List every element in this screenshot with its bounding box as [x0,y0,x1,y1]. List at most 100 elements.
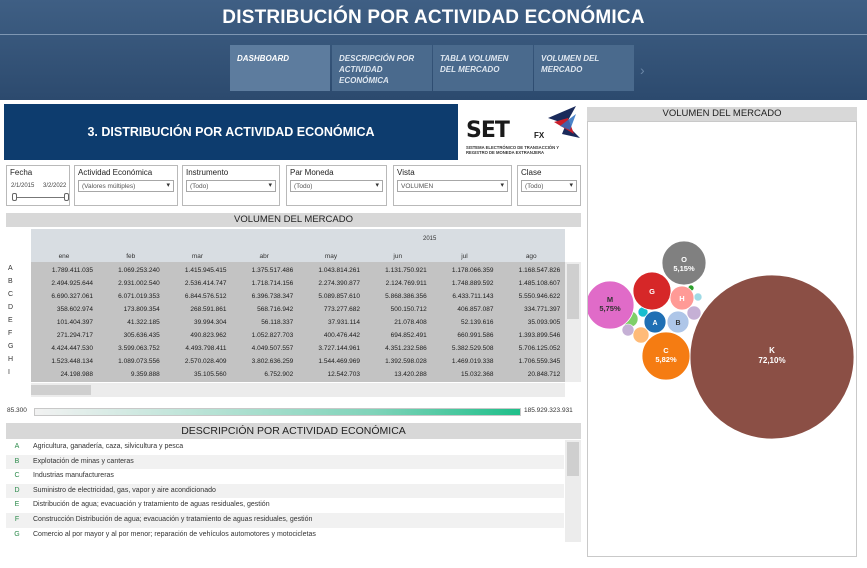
table-cell[interactable]: 2.536.414.747 [184,280,227,287]
table-cell[interactable]: 2.931.002.540 [118,280,160,287]
table-cell[interactable]: 5.089.857.610 [318,293,360,300]
table-cell[interactable]: 35.105.560 [193,371,227,378]
bubble-small[interactable] [632,326,650,344]
table-cell[interactable]: 12.542.703 [327,371,360,378]
table-cell[interactable]: 2.274.390.877 [318,280,360,287]
table-cell[interactable]: 24.198.988 [60,371,93,378]
bubble-h[interactable] [669,285,695,311]
clase-select[interactable]: (Todo) [521,180,577,192]
actividad-select[interactable]: (Valores múltiples) [78,180,174,192]
table-cell[interactable]: 1.131.750.921 [385,267,427,274]
table-cell[interactable]: 37.931.114 [327,319,360,326]
table-cell[interactable]: 21.078.408 [394,319,427,326]
table-cell[interactable]: 173.809.354 [123,306,160,313]
description-row[interactable]: F Construcción Distribución de agua; evac… [6,513,564,528]
tab-tabla-volumen[interactable]: TABLA VOLUMEN DEL MERCADO [433,45,533,91]
table-cell[interactable]: 5.382.529.508 [451,345,494,352]
bubble-a[interactable] [643,310,667,334]
moneda-select[interactable]: (Todo) [290,180,383,192]
bubble-b[interactable] [666,310,690,334]
table-cell[interactable]: 271.294.717 [56,332,93,339]
table-cell[interactable]: 101.404.397 [56,319,93,326]
table-cell[interactable]: 1.523.448.134 [51,358,93,365]
instrumento-select[interactable]: (Todo) [186,180,276,192]
bubble-small[interactable] [693,292,703,302]
description-row[interactable]: E Distribución de agua; evacuación y trat… [6,498,564,513]
description-row[interactable]: C Industrias manufactureras [6,469,564,484]
table-cell[interactable]: 1.789.411.035 [51,267,93,274]
table-cell[interactable]: 3.599.063.752 [118,345,160,352]
table-cell[interactable]: 52.139.616 [460,319,494,326]
table-cell[interactable]: 400.476.442 [323,332,360,339]
table-cell[interactable]: 490.823.962 [190,332,227,339]
date-slider-handle-end[interactable] [64,193,69,201]
table-hscrollbar-thumb[interactable] [31,385,91,395]
table-cell[interactable]: 3.802.636.259 [251,358,294,365]
table-cell[interactable]: 1.052.827.703 [251,332,294,339]
table-cell[interactable]: 694.852.491 [390,332,427,339]
description-row[interactable]: D Suministro de electricidad, gas, vapor … [6,483,564,499]
table-cell[interactable]: 41.322.185 [127,319,160,326]
bubble-g[interactable] [632,271,672,311]
table-cell[interactable]: 1.393.899.546 [518,332,561,339]
tab-volumen-mercado[interactable]: VOLUMEN DEL MERCADO [534,45,634,91]
table-cell[interactable]: 56.118.337 [261,319,294,326]
bubble-o[interactable] [661,240,707,286]
description-row[interactable]: A Agricultura, ganadería, caza, silvicult… [6,440,564,455]
table-cell[interactable]: 13.420.288 [394,371,427,378]
tab-dashboard[interactable]: DASHBOARD [230,45,330,91]
date-slider-handle-start[interactable] [12,193,17,201]
table-scrollbar[interactable] [565,262,581,382]
table-cell[interactable]: 6.071.019.353 [118,293,160,300]
table-cell[interactable]: 1.415.945.415 [184,267,227,274]
date-from[interactable]: 2/1/2015 [11,183,35,189]
table-cell[interactable]: 20.848.712 [527,371,561,378]
table-cell[interactable]: 35.093.905 [527,319,561,326]
table-cell[interactable]: 6.752.902 [264,371,294,378]
table-cell[interactable]: 773.277.682 [323,306,360,313]
date-to[interactable]: 3/2/2022 [43,183,67,189]
table-cell[interactable]: 1.168.547.826 [518,267,561,274]
table-cell[interactable]: 1.043.814.261 [318,267,360,274]
table-cell[interactable]: 6.396.738.347 [251,293,294,300]
description-scrollbar[interactable] [565,440,581,542]
table-cell[interactable]: 1.748.889.592 [451,280,494,287]
table-cell[interactable]: 1.392.598.028 [385,358,427,365]
table-cell[interactable]: 1.485.108.607 [518,280,561,287]
chevron-right-icon[interactable]: › [640,62,645,78]
table-cell[interactable]: 9.359.888 [130,371,160,378]
tab-descripcion[interactable]: DESCRIPCIÓN POR ACTIVIDAD ECONÓMICA [332,45,432,91]
date-slider-track[interactable] [15,197,67,198]
table-cell[interactable]: 358.602.974 [56,306,93,313]
table-cell[interactable]: 4.424.447.530 [51,345,93,352]
bubble-small[interactable] [686,305,702,321]
table-cell[interactable]: 568.716.942 [257,306,294,313]
table-cell[interactable]: 1.544.469.969 [318,358,360,365]
table-cell[interactable]: 2.124.769.911 [385,280,427,287]
table-cell[interactable]: 305.636.435 [123,332,160,339]
table-cell[interactable]: 334.771.397 [524,306,561,313]
table-cell[interactable]: 2.494.925.644 [51,280,93,287]
bubble-c[interactable] [641,331,691,381]
table-cell[interactable]: 660.991.586 [457,332,494,339]
description-row[interactable]: B Explotación de minas y canteras [6,454,564,470]
table-cell[interactable]: 15.032.368 [460,371,494,378]
table-cell[interactable]: 5.706.125.052 [518,345,561,352]
table-cell[interactable]: 4.049.507.557 [251,345,294,352]
table-cell[interactable]: 4.351.232.586 [385,345,427,352]
table-cell[interactable]: 1.718.714.156 [251,280,294,287]
table-cell[interactable]: 1.706.559.345 [518,358,561,365]
table-cell[interactable]: 1.178.066.359 [451,267,494,274]
vista-select[interactable]: VOLUMEN [397,180,508,192]
table-cell[interactable]: 1.469.019.338 [451,358,494,365]
table-cell[interactable]: 500.150.712 [390,306,427,313]
table-cell[interactable]: 3.727.144.961 [318,345,360,352]
description-row[interactable]: G Comercio al por mayor y al por menor; r… [6,527,564,543]
table-cell[interactable]: 2.570.028.409 [184,358,227,365]
table-cell[interactable]: 268.591.861 [190,306,227,313]
table-cell[interactable]: 5.868.386.356 [385,293,427,300]
table-cell[interactable]: 406.857.087 [457,306,494,313]
table-cell[interactable]: 1.089.073.556 [118,358,160,365]
table-cell[interactable]: 39.994.304 [193,319,227,326]
table-cell[interactable]: 6.433.711.143 [452,293,494,300]
